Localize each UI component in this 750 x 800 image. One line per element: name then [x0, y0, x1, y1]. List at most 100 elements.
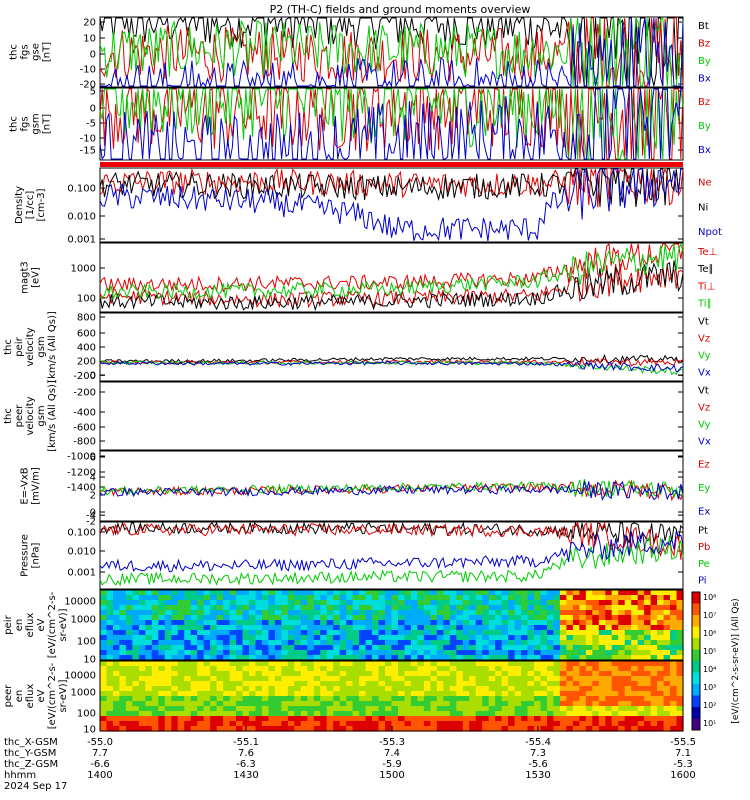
spec-cell: [618, 681, 626, 687]
spec-cell: [449, 691, 457, 697]
spec-cell: [631, 620, 639, 626]
spec-cell: [138, 605, 146, 611]
spec-cell: [657, 691, 665, 697]
spec-cell: [333, 625, 341, 631]
spec-cell: [346, 605, 354, 611]
spec-cell: [527, 676, 535, 682]
spec-cell: [106, 666, 114, 672]
spec-cell: [190, 706, 198, 712]
spec-cell: [339, 610, 347, 616]
spec-cell: [521, 615, 529, 621]
spec-cell: [261, 655, 269, 661]
spec-cell: [138, 696, 146, 702]
spec-cell: [495, 706, 503, 712]
spec-cell: [410, 701, 418, 707]
legend-entry: Vt: [698, 386, 709, 397]
spec-cell: [449, 676, 457, 682]
spec-cell: [618, 706, 626, 712]
spec-cell: [443, 686, 451, 692]
spec-cell: [352, 691, 360, 697]
series-Ni: [99, 168, 683, 208]
spec-cell: [229, 706, 237, 712]
spec-cell: [540, 726, 548, 732]
spec-cell: [404, 610, 412, 616]
spec-cell: [592, 590, 600, 596]
spec-cell: [132, 711, 140, 717]
spec-cell: [385, 615, 393, 621]
spec-cell: [184, 620, 192, 626]
spec-cell: [534, 645, 542, 651]
spec-cell: [631, 676, 639, 682]
spec-cell: [398, 711, 406, 717]
spec-cell: [676, 620, 684, 626]
spec-cell: [475, 605, 483, 611]
spec-cell: [631, 711, 639, 717]
spec-cell: [229, 605, 237, 611]
spec-cell: [365, 600, 373, 606]
spec-cell: [592, 716, 600, 722]
spec-cell: [417, 671, 425, 677]
spec-cell: [229, 655, 237, 661]
spec-cell: [268, 661, 276, 667]
y-tick-label: -1000: [67, 452, 96, 463]
spec-cell: [443, 615, 451, 621]
spec-cell: [261, 605, 269, 611]
spec-cell: [261, 610, 269, 616]
spec-cell: [100, 605, 108, 611]
spec-cell: [145, 625, 153, 631]
spec-cell: [676, 701, 684, 707]
spec-cell: [650, 595, 658, 601]
spec-cell: [676, 635, 684, 641]
x-row-value: 1400: [87, 770, 112, 781]
spec-cell: [281, 686, 289, 692]
spec-cell: [436, 595, 444, 601]
series-By: [99, 16, 684, 87]
spec-cell: [307, 721, 315, 727]
spec-cell: [559, 721, 567, 727]
spec-cell: [125, 625, 133, 631]
spec-cell: [164, 676, 172, 682]
spec-cell: [151, 610, 159, 616]
spec-cell: [456, 655, 464, 661]
spec-cell: [151, 661, 159, 667]
spec-cell: [190, 625, 198, 631]
spec-cell: [359, 615, 367, 621]
spec-cell: [398, 605, 406, 611]
x-row-value: -5.6: [528, 759, 548, 770]
spec-cell: [203, 696, 211, 702]
spec-cell: [177, 706, 185, 712]
spec-cell: [313, 681, 321, 687]
spec-cell: [462, 590, 470, 596]
spec-cell: [119, 691, 127, 697]
spec-cell: [158, 676, 166, 682]
spec-cell: [359, 590, 367, 596]
spec-cell: [592, 661, 600, 667]
spec-cell: [352, 630, 360, 636]
spec-cell: [398, 686, 406, 692]
colorbar-tick-label: 10³: [703, 683, 716, 692]
spec-cell: [177, 711, 185, 717]
spec-cell: [417, 726, 425, 732]
spec-cell: [553, 615, 561, 621]
spec-cell: [320, 686, 328, 692]
spec-cell: [145, 595, 153, 601]
spec-cell: [514, 661, 522, 667]
spec-cell: [307, 711, 315, 717]
spec-cell: [281, 605, 289, 611]
spec-cell: [417, 691, 425, 697]
spec-cell: [488, 620, 496, 626]
spec-cell: [138, 716, 146, 722]
spec-cell: [540, 661, 548, 667]
spec-cell: [611, 696, 619, 702]
spec-cell: [482, 661, 490, 667]
spec-cell: [177, 671, 185, 677]
spec-cell: [650, 600, 658, 606]
spec-cell: [287, 716, 295, 722]
spec-cell: [255, 620, 263, 626]
x-row-value: -55.5: [670, 737, 696, 748]
y-label-line: [cm-3]: [36, 188, 47, 221]
spec-cell: [605, 635, 613, 641]
spec-cell: [650, 655, 658, 661]
spec-cell: [106, 630, 114, 636]
spec-cell: [670, 706, 678, 712]
